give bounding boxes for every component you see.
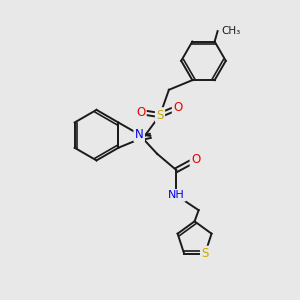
Text: O: O — [191, 153, 200, 166]
Text: O: O — [136, 106, 145, 118]
Text: NH: NH — [168, 190, 185, 200]
Text: S: S — [201, 247, 209, 260]
Text: S: S — [156, 109, 164, 122]
Text: O: O — [173, 101, 182, 114]
Text: N: N — [135, 128, 144, 141]
Text: CH₃: CH₃ — [221, 26, 240, 36]
